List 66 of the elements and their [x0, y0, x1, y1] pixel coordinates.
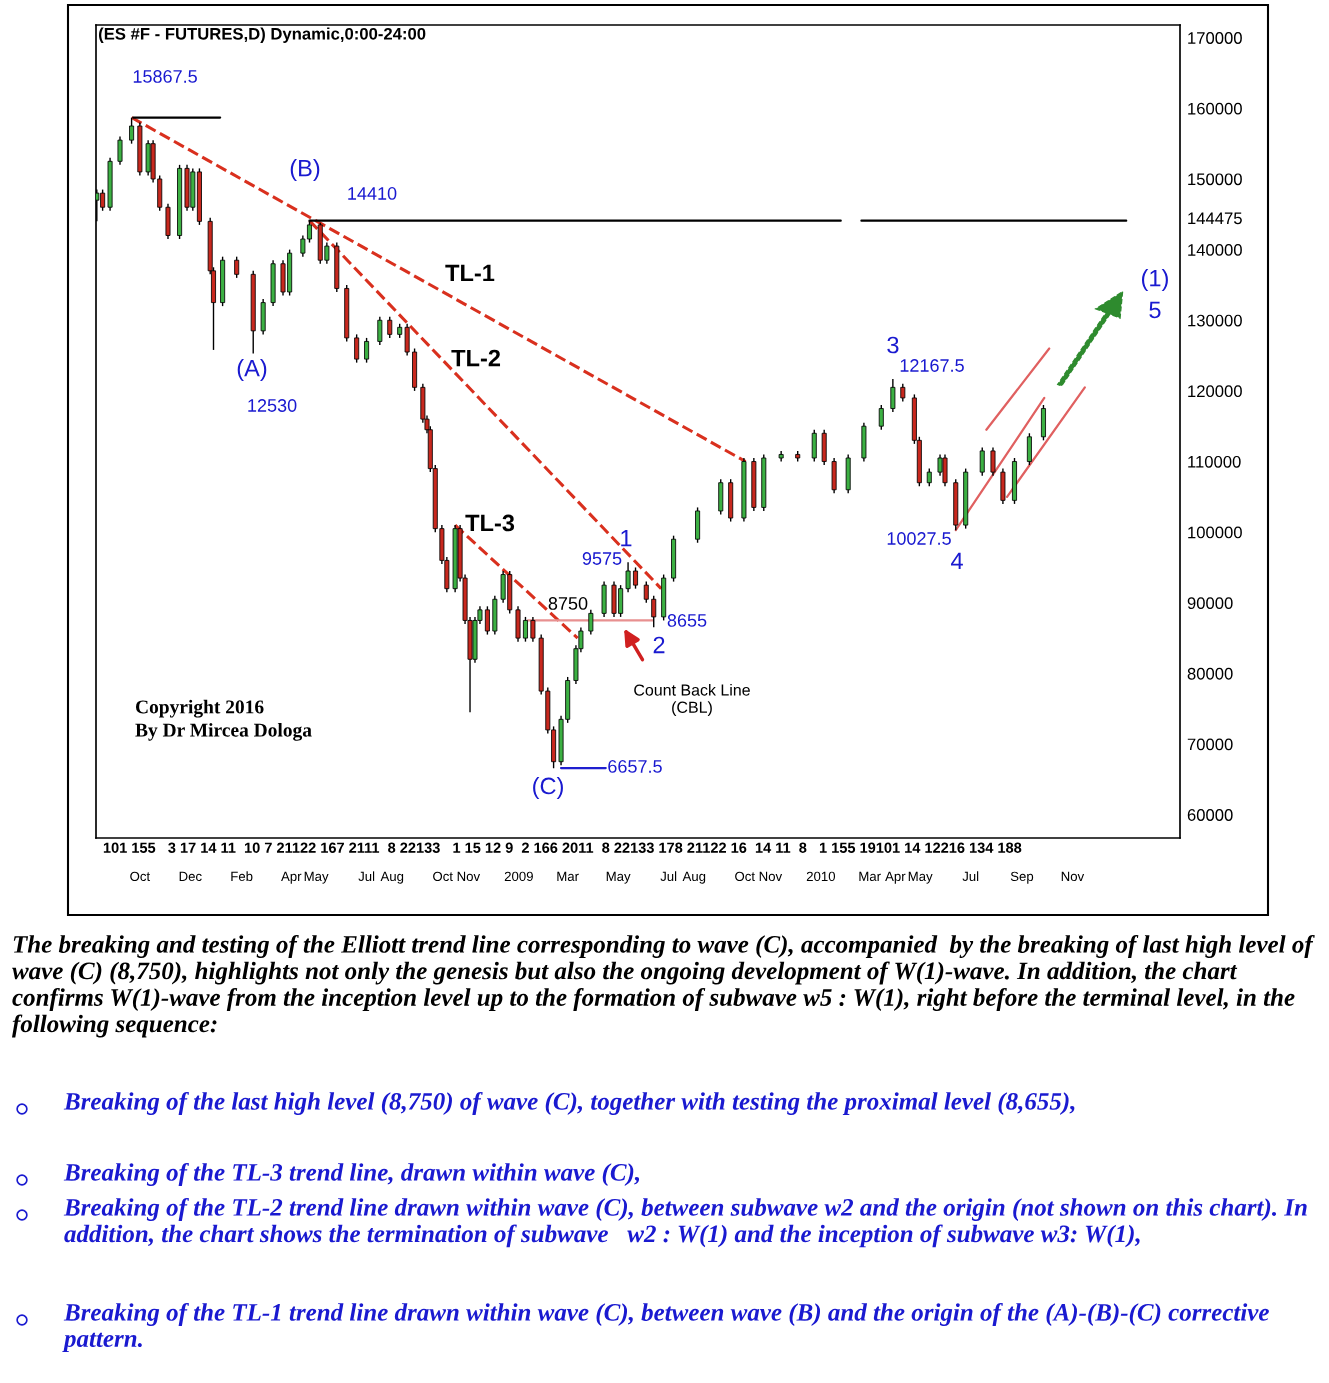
y-tick-label: 80000 — [1187, 667, 1233, 680]
annotation: 4 — [951, 552, 963, 570]
annotation: 15867.5 — [133, 70, 197, 83]
annotation: TL-1 — [445, 264, 495, 282]
text: The breaking and testing of the Elliott trend line corresponding to wave (C), accompanied by the breaking of last high level of wave (C) (8,750), highlights not only the genesis but also the ongoing development of W(1)-wave. In addition, the chart confirms W(1)-wave from the inception level up to the formation of subwave w5 : W(1), right before the terminal level, in the following sequence: — [12, 935, 1315, 1038]
x-tick-label: Nov — [457, 871, 481, 882]
x-tick-label: Apr — [885, 871, 906, 884]
annotation: 1 — [621, 529, 632, 547]
annotation: 3 — [887, 336, 899, 354]
text: Breaking of the TL-2 trend line drawn within wave (C), between subwave w2 and the origin (not shown on this chart). In addition, the chart shows the termination of subwave w2 : W(1) and the inception of subwave w3: W(1), — [63, 1198, 1307, 1248]
x-tick-label: Mar — [557, 871, 579, 882]
annotation: 5 — [1149, 301, 1161, 319]
annotation: 6657.5 — [608, 760, 662, 773]
annotation: 8655 — [667, 614, 707, 627]
y-tick-label: 160000 — [1188, 102, 1242, 115]
annotation: 2 — [653, 636, 665, 654]
x-tick-label: Oct — [735, 871, 755, 882]
x-tick-label: Oct — [433, 871, 453, 882]
x-tick-label: Feb — [231, 871, 253, 882]
x-tick-label: May — [304, 871, 329, 884]
annotation: (A) — [237, 359, 267, 382]
text: Breaking of the last high level (8,750) of wave (C), together with testing the proximal level (8,655), — [63, 1092, 1075, 1115]
y-tick-label: 100000 — [1188, 526, 1242, 539]
y-tick-label: 120000 — [1188, 385, 1242, 398]
annotation: 12530 — [248, 399, 297, 412]
x-tick-label: Nov — [759, 871, 783, 882]
x-tick-label: Jul — [358, 871, 375, 882]
text: Breaking of the TL-1 trend line drawn within wave (C), between wave (B) and the origin of the (A)-(B)-(C) corrective pattern. — [62, 1303, 1269, 1353]
x-tick-label: Aug — [682, 871, 706, 884]
x-tick-label: Sep — [1010, 871, 1034, 884]
y-tick-label: 90000 — [1187, 597, 1233, 609]
x-tick-label: Apr — [281, 871, 302, 884]
annotation: 10027.5 — [887, 532, 951, 545]
y-tick-label: 70000 — [1187, 738, 1233, 751]
x-tick-label: Aug — [380, 871, 404, 884]
x-tick-label: May — [908, 871, 933, 884]
y-tick-label: 110000 — [1188, 455, 1241, 468]
y-tick-label: 170000 — [1188, 32, 1242, 44]
text: 101 155 3 17 14 11 10 7 21122 167 2111 8 22133 1 15 12 9 2 166 2011 8 22133 178 21122 16 14 11 8 1 155 19101 14 12216 134 188 — [103, 842, 1022, 853]
y-tick-label: 150000 — [1188, 173, 1242, 186]
x-tick-label: May — [606, 871, 631, 884]
x-tick-label: Mar — [859, 871, 881, 882]
chart-title: (ES #F - FUTURES,D) Dynamic,0:00-24:00 — [99, 27, 426, 43]
x-tick-label: 2010 — [806, 871, 836, 882]
annotation: Count Back Line (CBL) — [634, 683, 750, 717]
annotation: (1) — [1142, 269, 1168, 292]
y-tick-label: 144475 — [1188, 212, 1242, 225]
annotation: 9575 — [582, 552, 622, 565]
x-tick-label: Jul — [962, 871, 979, 882]
annotation: TL-2 — [451, 349, 501, 367]
text: Breaking of the TL-3 trend line, drawn within wave (C), — [63, 1163, 640, 1186]
annotation: 12167.5 — [900, 359, 964, 372]
x-tick-label: Nov — [1061, 871, 1085, 882]
annotation: 8750 — [548, 597, 588, 610]
annotation: Copyright 2016 By Dr Mircea Dologa — [135, 699, 312, 741]
annotation: (C) — [533, 777, 563, 799]
x-tick-label: Jul — [660, 871, 677, 882]
x-tick-label: Dec — [179, 871, 202, 882]
annotation: (B) — [290, 159, 320, 182]
y-tick-label: 60000 — [1187, 809, 1233, 821]
annotation: TL-3 — [465, 514, 515, 532]
y-tick-label: 130000 — [1188, 314, 1242, 327]
x-tick-label: 2009 — [504, 871, 533, 882]
y-tick-label: 140000 — [1188, 244, 1242, 256]
x-tick-label: Oct — [130, 871, 151, 882]
annotation: 14410 — [348, 187, 397, 200]
